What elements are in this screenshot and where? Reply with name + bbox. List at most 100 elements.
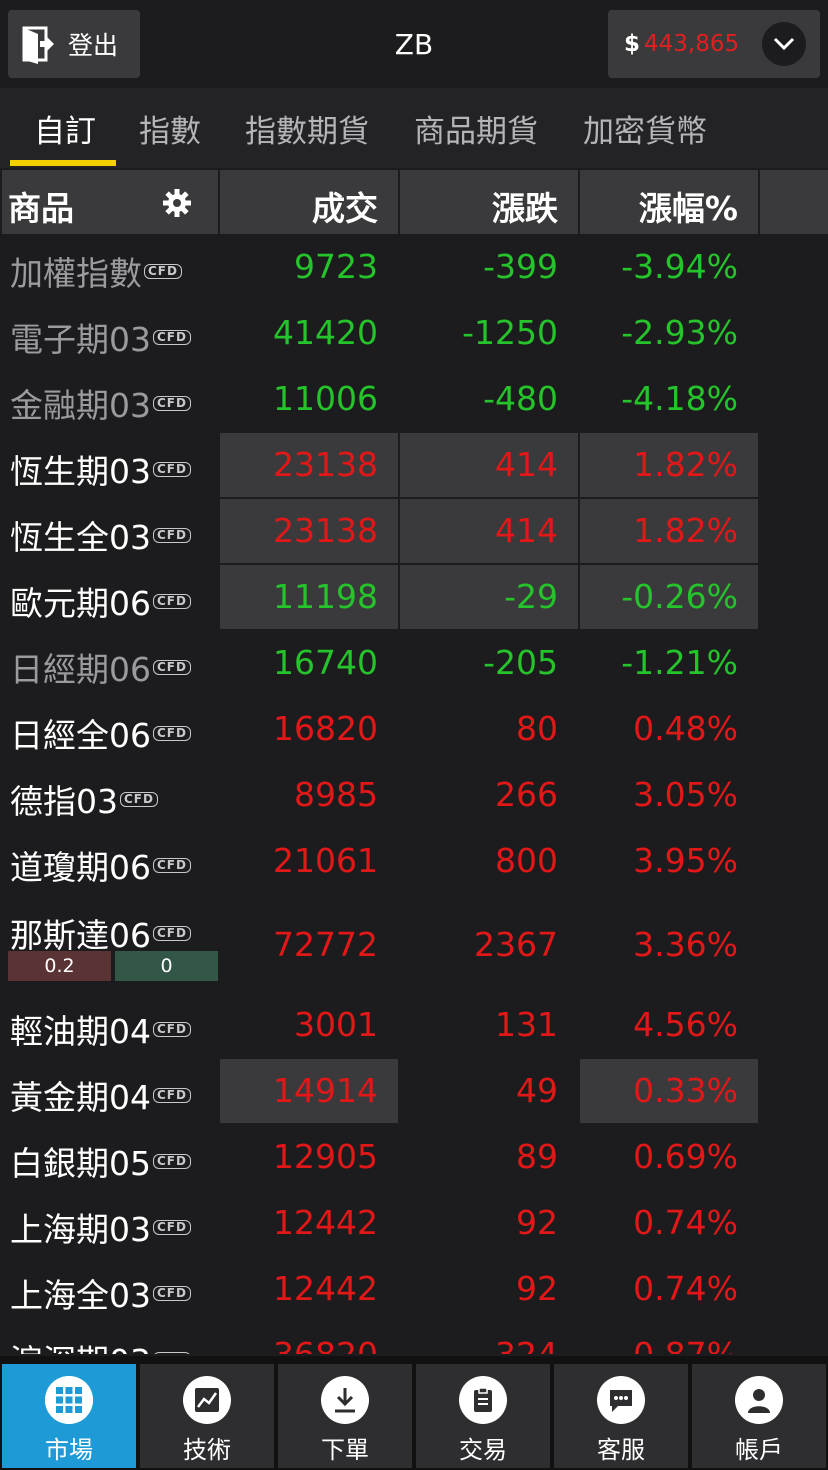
price-value: 72772	[273, 925, 378, 964]
change-value: 92	[516, 1203, 558, 1242]
gear-icon[interactable]	[162, 188, 192, 218]
product-name: 歐元期06 CFD	[10, 577, 191, 625]
change-cell: 49	[400, 1059, 578, 1123]
change-cell: -399	[400, 235, 578, 299]
price-cell: 36820	[220, 1323, 398, 1354]
nav-label: 帳戶	[735, 1436, 783, 1464]
extra-cell	[760, 1191, 828, 1255]
table-row[interactable]: 上海全03 CFD 12442 92 0.74%	[0, 1256, 828, 1322]
tab-index-futures[interactable]: 指數期貨	[245, 114, 369, 150]
cfd-badge: CFD	[153, 725, 191, 741]
price-cell: 12442	[220, 1191, 398, 1255]
price-value: 41420	[273, 313, 378, 352]
table-row[interactable]: 加權指數 CFD 9723 -399 -3.94%	[0, 234, 828, 300]
header-product: 商品	[2, 170, 218, 234]
table-row[interactable]: 滬深期03CFD 36820 324 0.87%	[0, 1322, 828, 1354]
product-label: 德指03	[10, 782, 118, 821]
product-cell: 上海期03 CFD	[2, 1191, 218, 1255]
currency-symbol: $	[624, 31, 641, 57]
cfd-badge: CFD	[153, 925, 191, 941]
change-cell: 131	[400, 993, 578, 1057]
table-row[interactable]: 輕油期04 CFD 3001 131 4.56%	[0, 992, 828, 1058]
active-tab-indicator	[10, 160, 116, 166]
change-cell: 800	[400, 829, 578, 893]
nav-account[interactable]: 帳戶	[692, 1364, 826, 1468]
logout-icon	[22, 26, 54, 64]
extra-cell	[760, 301, 828, 365]
pct-value: 1.82%	[633, 511, 738, 550]
nav-support[interactable]: 客服	[554, 1364, 688, 1468]
pct-cell: -0.26%	[580, 565, 758, 629]
table-row[interactable]: 歐元期06 CFD 11198 -29 -0.26%	[0, 564, 828, 630]
pct-value: 3.36%	[633, 925, 738, 964]
pct-value: 0.87%	[633, 1335, 738, 1354]
table-row[interactable]: 恆生全03 CFD 23138 414 1.82%	[0, 498, 828, 564]
change-cell: -480	[400, 367, 578, 431]
logout-button[interactable]: 登出	[8, 10, 140, 78]
tab-custom[interactable]: 自訂	[34, 114, 96, 150]
chevron-down-icon[interactable]	[762, 22, 806, 66]
balance-selector[interactable]: $ 443,865	[608, 10, 820, 78]
product-label: 歐元期06	[10, 584, 151, 623]
change-cell: -205	[400, 631, 578, 695]
price-value: 23138	[273, 511, 378, 550]
table-row[interactable]: 電子期03 CFD 41420 -1250 -2.93%	[0, 300, 828, 366]
chart-icon	[183, 1376, 231, 1424]
pct-value: -2.93%	[621, 313, 738, 352]
tab-commodity-futures[interactable]: 商品期貨	[414, 114, 538, 150]
change-cell: 2367	[400, 895, 578, 991]
table-row[interactable]: 德指03 CFD 8985 266 3.05%	[0, 762, 828, 828]
price-cell: 23138	[220, 433, 398, 497]
tab-index[interactable]: 指數	[139, 114, 201, 150]
change-value: -480	[483, 379, 558, 418]
cfd-badge: CFD	[144, 263, 182, 279]
pct-cell: 1.82%	[580, 499, 758, 563]
tab-crypto[interactable]: 加密貨幣	[583, 114, 707, 150]
price-cell: 72772	[220, 895, 398, 991]
table-row[interactable]: 黃金期04 CFD 14914 49 0.33%	[0, 1058, 828, 1124]
header-pct[interactable]: 漲幅%	[580, 170, 758, 234]
extra-cell	[760, 895, 828, 991]
pct-value: -4.18%	[621, 379, 738, 418]
nav-technical[interactable]: 技術	[140, 1364, 274, 1468]
nav-order[interactable]: 下單	[278, 1364, 412, 1468]
product-cell: 歐元期06 CFD	[2, 565, 218, 629]
price-cell: 8985	[220, 763, 398, 827]
extra-cell	[760, 697, 828, 761]
table-row[interactable]: 白銀期05 CFD 12905 89 0.69%	[0, 1124, 828, 1190]
cfd-badge: CFD	[153, 461, 191, 477]
header-change[interactable]: 漲跌	[400, 170, 578, 234]
product-label: 上海全03	[10, 1276, 151, 1315]
table-row[interactable]: 道瓊期06 CFD 21061 800 3.95%	[0, 828, 828, 894]
pct-value: 0.69%	[633, 1137, 738, 1176]
table-row[interactable]: 日經期06 CFD 16740 -205 -1.21%	[0, 630, 828, 696]
price-value: 16740	[273, 643, 378, 682]
pct-value: -1.21%	[621, 643, 738, 682]
change-cell: 324	[400, 1323, 578, 1354]
change-value: -1250	[462, 313, 558, 352]
nav-label: 交易	[459, 1436, 507, 1464]
nav-market[interactable]: 市場	[2, 1364, 136, 1468]
header-price[interactable]: 成交	[220, 170, 398, 234]
price-cell: 12442	[220, 1257, 398, 1321]
table-row[interactable]: 金融期03 CFD 11006 -480 -4.18%	[0, 366, 828, 432]
ask-value: 0	[115, 951, 218, 981]
pct-value: 1.82%	[633, 445, 738, 484]
product-cell: 輕油期04 CFD	[2, 993, 218, 1057]
nav-label: 客服	[597, 1436, 645, 1464]
extra-cell	[760, 631, 828, 695]
price-cell: 21061	[220, 829, 398, 893]
table-row[interactable]: 那斯達06 CFD 0.2 0 72772 2367 3.36%	[0, 894, 828, 992]
nav-trade[interactable]: 交易	[416, 1364, 550, 1468]
price-value: 12905	[273, 1137, 378, 1176]
product-name: 輕油期04 CFD	[10, 1005, 191, 1053]
clipboard-icon	[459, 1376, 507, 1424]
change-cell: 89	[400, 1125, 578, 1189]
product-label: 黃金期04	[10, 1078, 151, 1117]
product-label: 電子期03	[10, 320, 151, 359]
extra-cell	[760, 993, 828, 1057]
table-row[interactable]: 日經全06 CFD 16820 80 0.48%	[0, 696, 828, 762]
table-row[interactable]: 恆生期03 CFD 23138 414 1.82%	[0, 432, 828, 498]
product-name: 道瓊期06 CFD	[10, 841, 191, 889]
table-row[interactable]: 上海期03 CFD 12442 92 0.74%	[0, 1190, 828, 1256]
